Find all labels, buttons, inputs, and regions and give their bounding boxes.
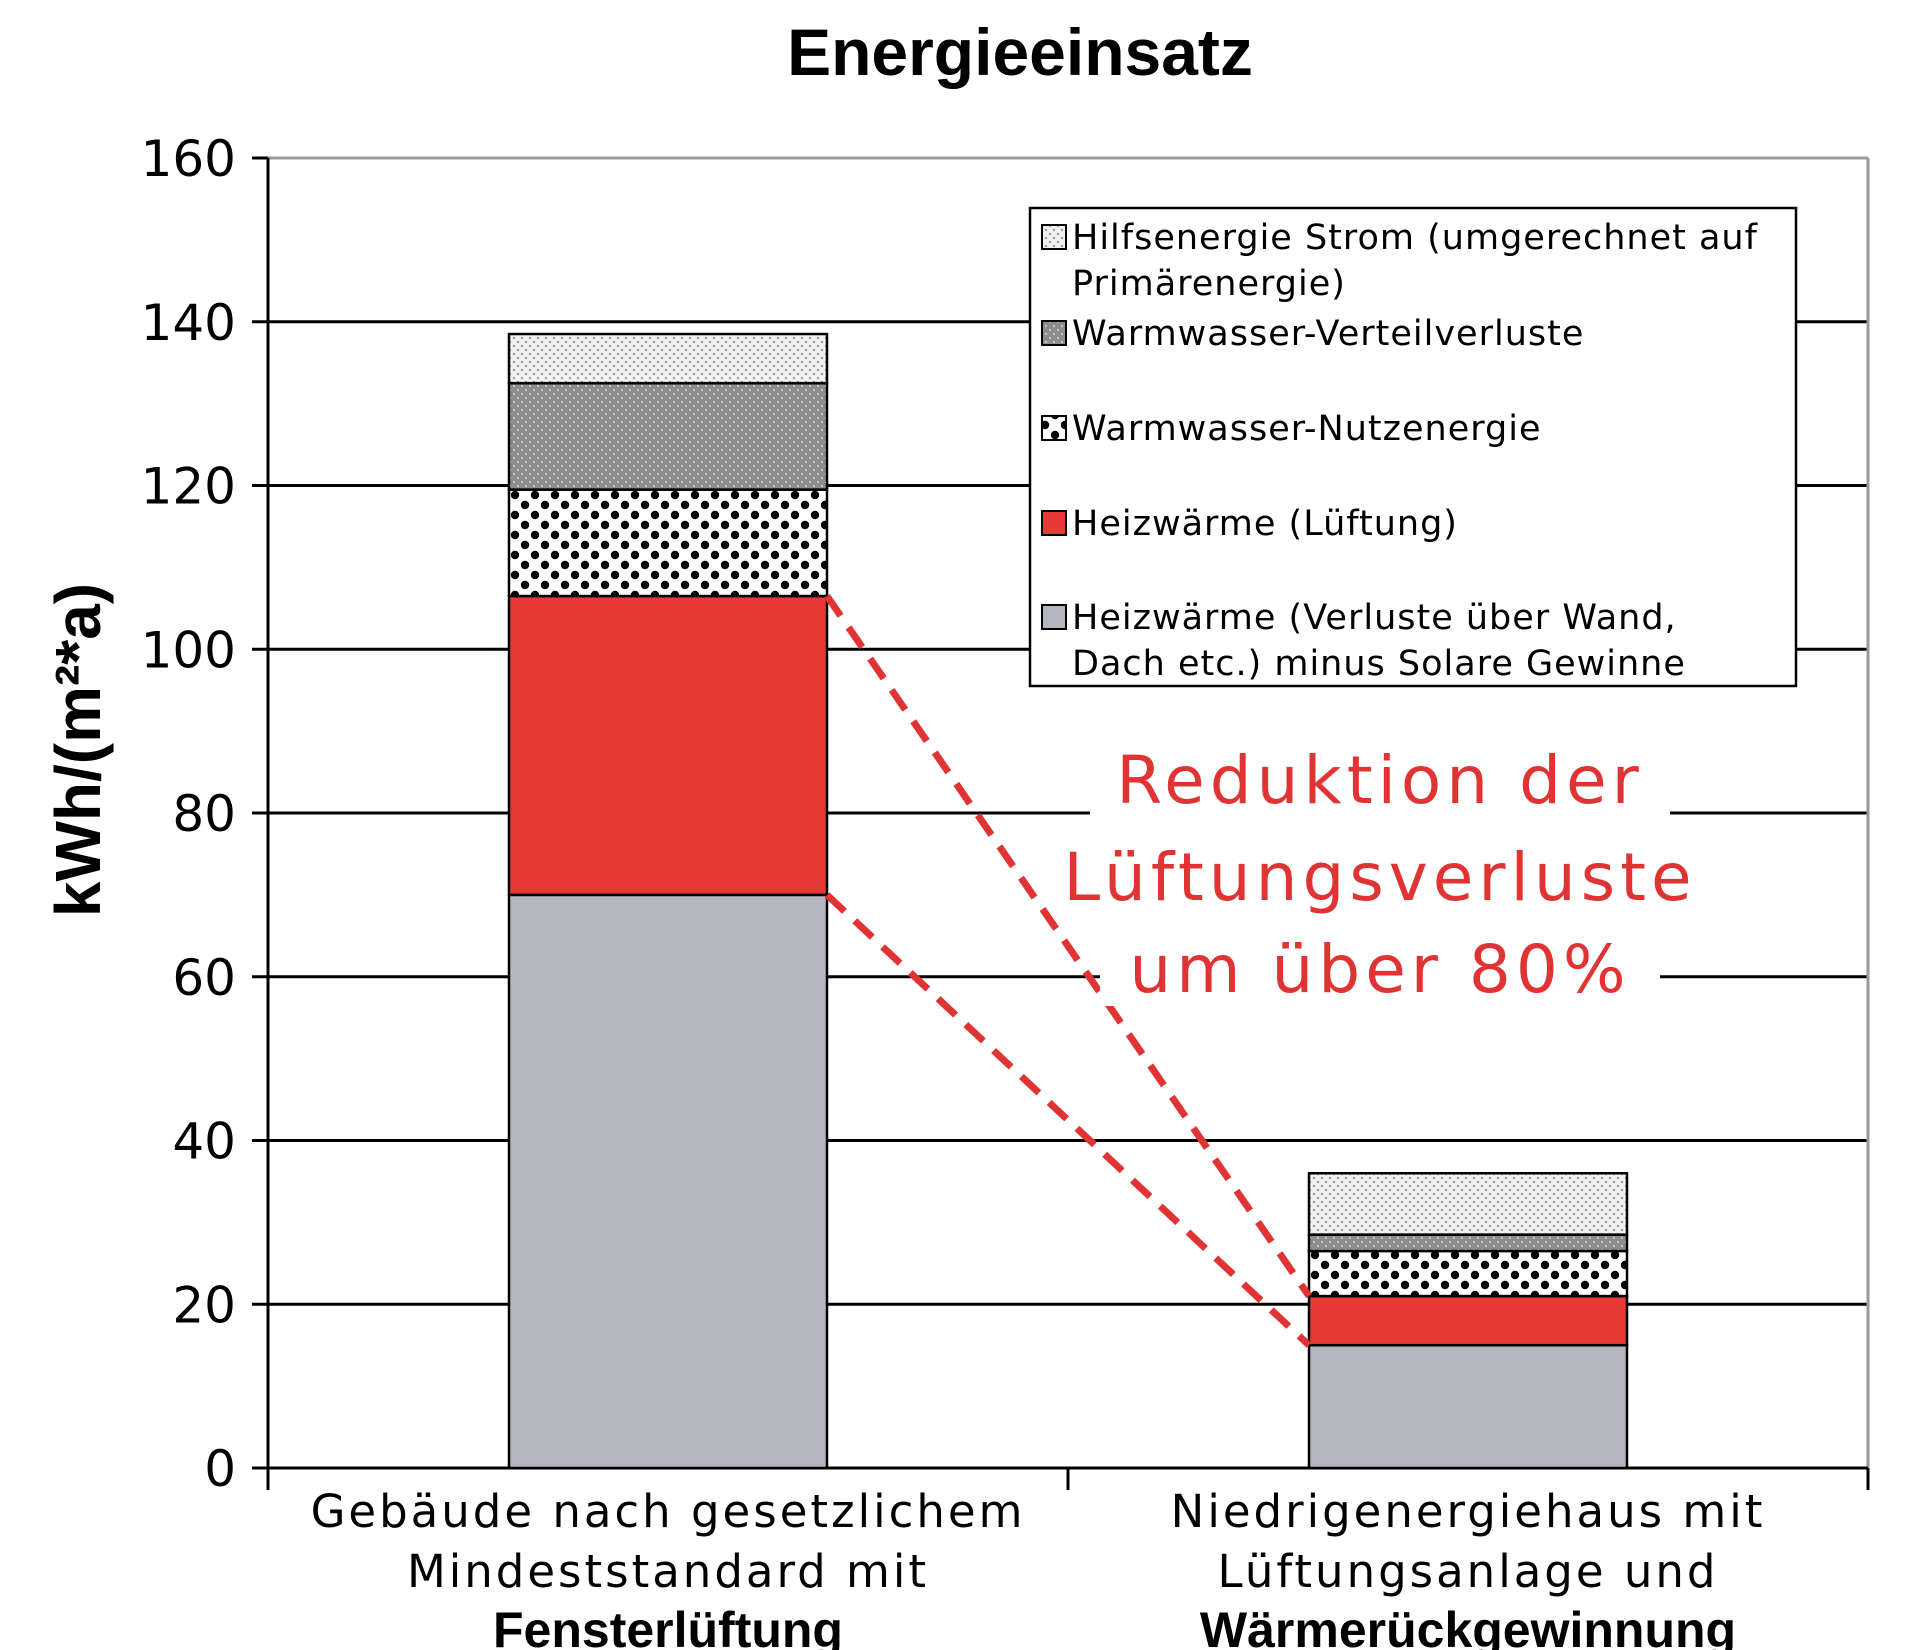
- legend-entry: Dach etc.) minus Solare Gewinne: [1072, 644, 1686, 684]
- bar-segment: [1307, 1343, 1629, 1470]
- legend-box: [1028, 206, 1798, 688]
- y-tick-label: 20: [172, 1276, 236, 1334]
- y-tick-label: 60: [172, 949, 236, 1007]
- bar-segment: [507, 332, 829, 385]
- chart-title: Energieeinsatz: [787, 15, 1253, 89]
- legend-swatch: [1041, 224, 1067, 250]
- legend-swatch: [1041, 510, 1067, 536]
- y-tick-label: 80: [172, 785, 236, 843]
- y-tick-label: 100: [141, 621, 236, 679]
- reduction-connector-top: [824, 594, 1312, 1299]
- annotation-bg: [1075, 842, 1685, 914]
- bar-segment: [507, 893, 829, 1470]
- y-tick-label: 0: [204, 1440, 236, 1498]
- y-axis-label: kWh/(m²*a): [42, 583, 114, 917]
- bar-segment: [507, 381, 829, 491]
- bar-segment: [1307, 1233, 1629, 1253]
- y-tick-label: 40: [172, 1113, 236, 1171]
- bar-segment: [507, 594, 829, 897]
- legend-swatch: [1041, 415, 1067, 441]
- x-category-label: Gebäude nach gesetzlichem: [311, 1485, 1026, 1538]
- legend-swatch: [1041, 320, 1067, 346]
- legend-entry: Warmwasser-Verteilverluste: [1072, 314, 1584, 354]
- y-tick-labels: 0 20 40 60 80 100 120 140 160: [141, 130, 236, 1498]
- bar-segment: [507, 488, 829, 598]
- legend-entry: Hilfsenergie Strom (umgerechnet auf: [1072, 218, 1758, 258]
- legend-entry: Primärenergie): [1072, 264, 1346, 304]
- annotation-bg: [1100, 934, 1660, 1006]
- x-category-label: Mindeststandard mit: [407, 1545, 929, 1598]
- legend-entry: Heizwärme (Lüftung): [1072, 504, 1458, 544]
- reduction-connectors: [824, 594, 1312, 1348]
- y-tick-label: 120: [141, 458, 236, 516]
- x-category-labels: Gebäude nach gesetzlichem Mindeststandard…: [311, 1485, 1766, 1650]
- annotation-line: um über 80%: [1129, 931, 1630, 1008]
- bars: [507, 332, 1629, 1470]
- legend-entry: Heizwärme (Verluste über Wand,: [1072, 598, 1677, 638]
- legend-entry: Warmwasser-Nutzenergie: [1072, 409, 1542, 449]
- y-tick-label: 140: [141, 294, 236, 352]
- x-category-label: Fensterlüftung: [493, 1602, 843, 1650]
- annotation-line: Lüftungsverluste: [1063, 839, 1696, 916]
- reduction-connector-bottom: [824, 892, 1312, 1348]
- bar-segment: [1307, 1294, 1629, 1347]
- x-category-label: Niedrigenergiehaus mit: [1171, 1485, 1766, 1538]
- x-category-label: Lüftungsanlage und: [1218, 1545, 1719, 1598]
- annotation-line: Reduktion der: [1116, 742, 1643, 819]
- y-tick-label: 160: [141, 130, 236, 188]
- annotation-bg: [1090, 745, 1670, 817]
- bar-segment: [1307, 1172, 1629, 1236]
- x-category-label: Wärmerückgewinnung: [1200, 1602, 1736, 1650]
- reduction-annotation: Reduktion der Lüftungsverluste um über 80%: [1063, 742, 1696, 1008]
- legend: Hilfsenergie Strom (umgerechnet auf Primä…: [1028, 206, 1798, 688]
- bar-segment: [1307, 1249, 1629, 1298]
- legend-swatch: [1041, 604, 1067, 630]
